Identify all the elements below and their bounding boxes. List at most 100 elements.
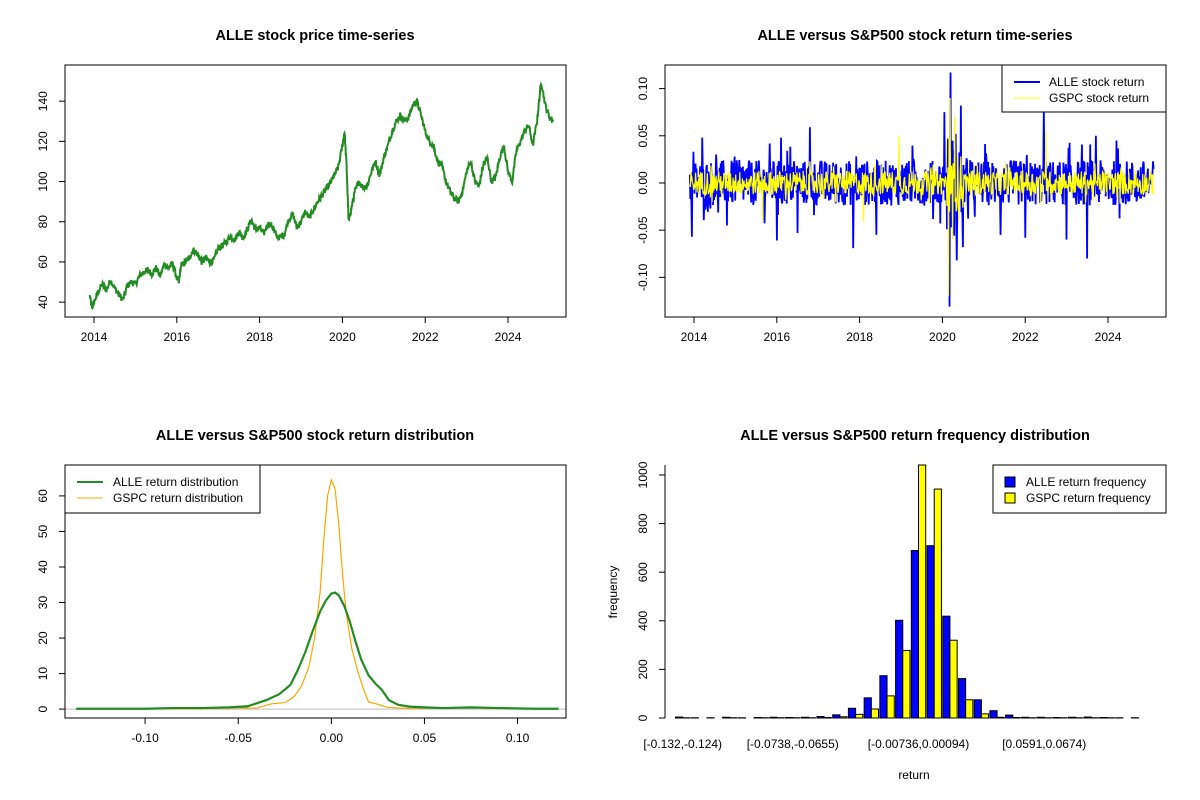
legend-label-gspc: GSPC stock return — [1049, 91, 1149, 105]
gspc-bar — [996, 716, 1005, 719]
plot-area: -0.10 -0.05 0.00 0.05 0.10 0 10 20 30 40 50 60 — [36, 477, 566, 745]
x-tick-label: 2024 — [1095, 330, 1122, 344]
y-tick-label: 0.00 — [636, 171, 650, 195]
y-tick-label: 40 — [36, 560, 50, 574]
x-tick-label: 2018 — [846, 330, 873, 344]
alle-bar — [722, 716, 731, 719]
y-tick-label: 80 — [36, 215, 50, 229]
legend-label-alle: ALLE return distribution — [113, 475, 238, 489]
plot-area: 2014 2016 2018 2020 2022 2024 -0.10 -0.05 0.00 0.… — [636, 72, 1155, 344]
alle-bar — [769, 716, 778, 719]
chart-title: ALLE versus S&P500 return frequency dist… — [740, 428, 1090, 444]
x-tick-label: 2024 — [495, 330, 522, 344]
x-tick-label: -0.05 — [225, 731, 253, 745]
x-category-label: [-0.132,-0.124) — [643, 737, 722, 751]
y-tick-label: -0.10 — [636, 263, 650, 291]
panel-return-histogram: ALLE versus S&P500 return frequency dist… — [606, 428, 1167, 782]
legend-box — [992, 464, 1167, 514]
legend-box — [64, 464, 261, 514]
price-line — [88, 80, 554, 311]
alle-bar — [1005, 714, 1014, 719]
alle-bar — [816, 716, 825, 719]
legend-swatch-alle — [1004, 476, 1016, 488]
gspc-density-line — [92, 477, 499, 710]
gspc-return-line — [689, 98, 1155, 297]
legend-label-alle: ALLE stock return — [1049, 75, 1144, 89]
y-tick-label: 40 — [36, 295, 50, 309]
plot-frame — [64, 64, 567, 318]
alle-bar — [989, 710, 998, 719]
x-tick-label: 0.00 — [320, 731, 344, 745]
alle-bar — [1036, 716, 1045, 719]
y-tick-label: 20 — [36, 631, 50, 645]
chart-title: ALLE versus S&P500 stock return time-ser… — [757, 28, 1072, 44]
alle-bar — [910, 550, 919, 719]
alle-bar — [926, 545, 935, 719]
gspc-bar — [902, 649, 911, 719]
x-category-label: [0.0591,0.0674) — [1002, 737, 1086, 751]
y-tick-label: 0 — [36, 705, 50, 712]
alle-bar — [1020, 716, 1030, 719]
panel-price-timeseries: ALLE stock price time-series 2014 2016 201… — [36, 28, 567, 344]
legend-label-alle: ALLE return frequency — [1026, 475, 1146, 489]
y-tick-label: 1000 — [636, 461, 650, 488]
alle-bar — [800, 716, 809, 719]
x-category-label: [-0.0738,-0.0655) — [747, 737, 839, 751]
gspc-bar — [933, 488, 942, 719]
chart-title: ALLE versus S&P500 stock return distribu… — [156, 428, 474, 444]
alle-bar — [1068, 716, 1077, 719]
x-category-label: [-0.00736,0.00094) — [868, 737, 969, 751]
y-tick-label: 50 — [36, 524, 50, 538]
y-axis-label: frequency — [606, 566, 620, 619]
x-tick-label: 2022 — [412, 330, 439, 344]
y-tick-label: 0.10 — [636, 77, 650, 101]
panel-return-density: ALLE versus S&P500 stock return distribu… — [36, 428, 567, 745]
y-tick-label: 0 — [636, 714, 650, 721]
legend: ALLE stock return GSPC stock return — [1001, 64, 1167, 113]
y-tick-label: 200 — [636, 659, 650, 679]
y-tick-label: 100 — [36, 171, 50, 191]
gspc-bar — [855, 713, 864, 719]
legend-box — [1001, 64, 1167, 113]
y-tick-label: 140 — [36, 91, 50, 111]
panel-return-timeseries: ALLE versus S&P500 stock return time-ser… — [636, 28, 1167, 344]
gspc-bar — [918, 464, 927, 719]
alle-bar — [879, 675, 888, 719]
gspc-bar — [870, 708, 880, 719]
legend-label-gspc: GSPC return frequency — [1026, 491, 1151, 505]
y-tick-label: 10 — [36, 667, 50, 681]
gspc-bar — [949, 639, 958, 719]
y-tick-label: -0.05 — [636, 216, 650, 244]
x-tick-label: -0.10 — [131, 731, 159, 745]
y-tick-label: 400 — [636, 610, 650, 630]
gspc-bar — [965, 699, 974, 719]
y-tick-label: 30 — [36, 596, 50, 610]
x-tick-label: 2016 — [163, 330, 190, 344]
gspc-bar — [839, 716, 848, 719]
alle-bar — [847, 707, 857, 719]
x-tick-label: 0.10 — [506, 731, 530, 745]
y-tick-label: 60 — [36, 489, 50, 503]
x-axis-label: return — [898, 768, 929, 782]
legend-swatch-gspc — [1004, 492, 1016, 504]
x-tick-label: 2016 — [763, 330, 790, 344]
x-tick-label: 2014 — [681, 330, 708, 344]
alle-bar — [832, 714, 841, 719]
alle-bar — [973, 699, 982, 719]
x-tick-label: 2020 — [929, 330, 956, 344]
gspc-bar — [980, 713, 990, 719]
y-tick-label: 120 — [36, 131, 50, 151]
plot-frame — [664, 64, 1167, 318]
alle-density-line — [76, 591, 559, 710]
gspc-bar — [886, 695, 895, 719]
plot-area: 2014 2016 2018 2020 2022 2024 40 60 80 100 120 140 — [36, 80, 554, 344]
x-tick-label: 2020 — [329, 330, 356, 344]
legend-label-gspc: GSPC return distribution — [113, 491, 243, 505]
alle-bar — [957, 678, 967, 719]
x-tick-label: 2018 — [246, 330, 273, 344]
chart-title: ALLE stock price time-series — [215, 28, 414, 44]
legend: ALLE return frequency GSPC return freque… — [992, 464, 1167, 514]
legend: ALLE return distribution GSPC return dis… — [64, 464, 261, 514]
y-tick-label: 0.05 — [636, 124, 650, 148]
